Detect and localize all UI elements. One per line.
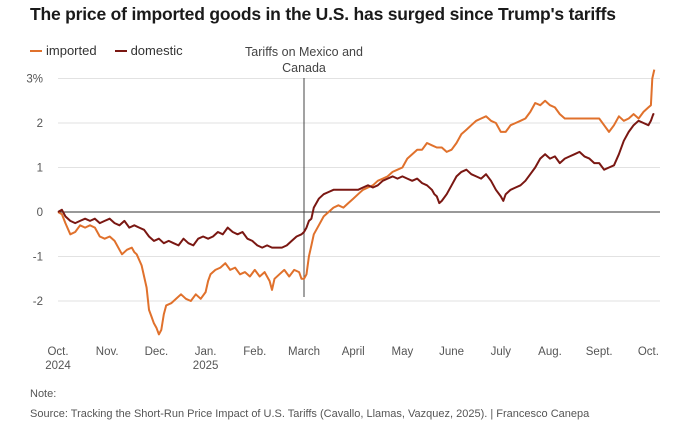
y-tick-label: 2 — [37, 118, 43, 130]
legend-item-imported: imported — [30, 43, 97, 58]
y-tick-label: -2 — [33, 296, 43, 308]
y-tick-label: 3% — [26, 74, 43, 86]
x-tick-label: Feb. — [243, 346, 266, 358]
y-tick-label: -1 — [33, 252, 43, 264]
note: Note: — [30, 388, 57, 400]
x-tick-label: Oct. — [47, 346, 68, 358]
x-tick-label: Jan. — [195, 346, 217, 358]
x-tick-label: April — [342, 346, 365, 358]
legend-item-domestic: domestic — [114, 43, 183, 58]
x-tick-label: Oct. — [638, 346, 659, 358]
x-tick-label: Aug. — [538, 346, 562, 358]
legend: imported domestic — [30, 43, 201, 58]
x-tick-label: July — [491, 346, 512, 358]
legend-swatch-domestic — [114, 49, 127, 52]
y-tick-label: 1 — [37, 163, 43, 175]
series-line-domestic — [57, 113, 655, 249]
x-tick-label: Sept. — [586, 346, 613, 358]
x-tick-label: June — [439, 346, 464, 358]
x-tick-label: March — [288, 346, 320, 358]
x-tick-year-label: 2024 — [45, 360, 71, 372]
source-line: Source: Tracking the Short-Run Price Imp… — [30, 408, 590, 420]
annotation-text: Tariffs on Mexico and — [245, 45, 363, 59]
legend-swatch-imported — [30, 49, 42, 52]
x-tick-label: May — [392, 346, 414, 358]
series-line-imported — [57, 69, 656, 336]
y-tick-label: 0 — [37, 207, 43, 219]
x-tick-year-label: 2025 — [193, 360, 219, 372]
chart-title: The price of imported goods in the U.S. … — [30, 4, 616, 24]
x-tick-label: Dec. — [145, 346, 169, 358]
legend-label-imported: imported — [46, 43, 97, 58]
legend-label-domestic: domestic — [130, 43, 183, 58]
x-tick-label: Nov. — [96, 346, 119, 358]
annotation-text: Canada — [282, 61, 326, 75]
